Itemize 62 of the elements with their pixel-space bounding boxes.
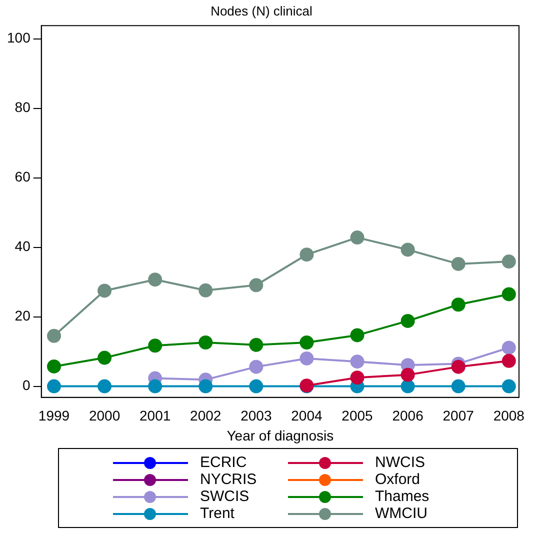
x-axis-title: Year of diagnosis — [226, 427, 334, 444]
point — [98, 379, 112, 394]
point — [451, 256, 466, 271]
x-tick-label: 2005 — [342, 408, 374, 424]
x-tick-label: 2004 — [291, 408, 322, 424]
point — [400, 379, 415, 394]
point — [148, 272, 162, 287]
legend-label: SWCIS — [200, 488, 250, 505]
point — [400, 368, 415, 382]
x-tick-label: 1999 — [38, 408, 70, 424]
point — [46, 328, 61, 343]
legend-label: Thames — [375, 488, 430, 505]
point — [350, 328, 364, 342]
legend-label: NYCRIS — [200, 471, 257, 488]
point — [502, 354, 516, 368]
point — [502, 287, 516, 302]
point — [198, 283, 213, 298]
x-tick-label: 2008 — [493, 408, 525, 424]
point — [148, 379, 162, 394]
y-tick-label: 60 — [14, 168, 31, 185]
x-tick-label: 2006 — [392, 408, 424, 424]
point — [350, 370, 364, 385]
point — [400, 314, 415, 328]
point — [451, 379, 466, 394]
x-tick-label: 2001 — [140, 408, 171, 424]
x-tick-label: 2002 — [190, 408, 222, 424]
y-tick-label: 20 — [14, 308, 31, 324]
y-tick-label: 100 — [7, 30, 31, 46]
point — [502, 340, 516, 355]
point — [46, 379, 61, 394]
point — [350, 230, 364, 245]
point — [249, 278, 264, 292]
point — [502, 254, 516, 269]
point — [249, 338, 264, 352]
point — [98, 350, 112, 365]
legend-label: ECRIC — [200, 454, 247, 471]
point — [300, 248, 314, 262]
y-tick-label: 40 — [14, 238, 31, 254]
point — [300, 336, 314, 350]
y-tick-label: 0 — [22, 377, 31, 394]
point — [198, 336, 213, 350]
legend-label: WMCIU — [375, 505, 428, 522]
x-tick-label: 2000 — [88, 408, 120, 424]
point — [300, 351, 314, 366]
y-tick-label: 80 — [14, 99, 31, 116]
point — [249, 379, 264, 394]
point — [98, 284, 112, 298]
point — [249, 360, 264, 374]
legend-label: Trent — [200, 505, 234, 522]
point — [400, 242, 415, 257]
point — [451, 360, 466, 374]
point — [451, 298, 466, 312]
point — [148, 338, 162, 353]
point — [46, 359, 61, 374]
x-tick-label: 2003 — [240, 408, 272, 424]
legend-label: Oxford — [375, 471, 420, 488]
chart-title: Nodes (N) clinical — [210, 3, 313, 18]
x-tick-label: 2007 — [442, 408, 474, 424]
point — [198, 379, 213, 394]
legend-label: NWCIS — [375, 454, 425, 471]
point — [350, 354, 364, 369]
point — [502, 379, 516, 394]
